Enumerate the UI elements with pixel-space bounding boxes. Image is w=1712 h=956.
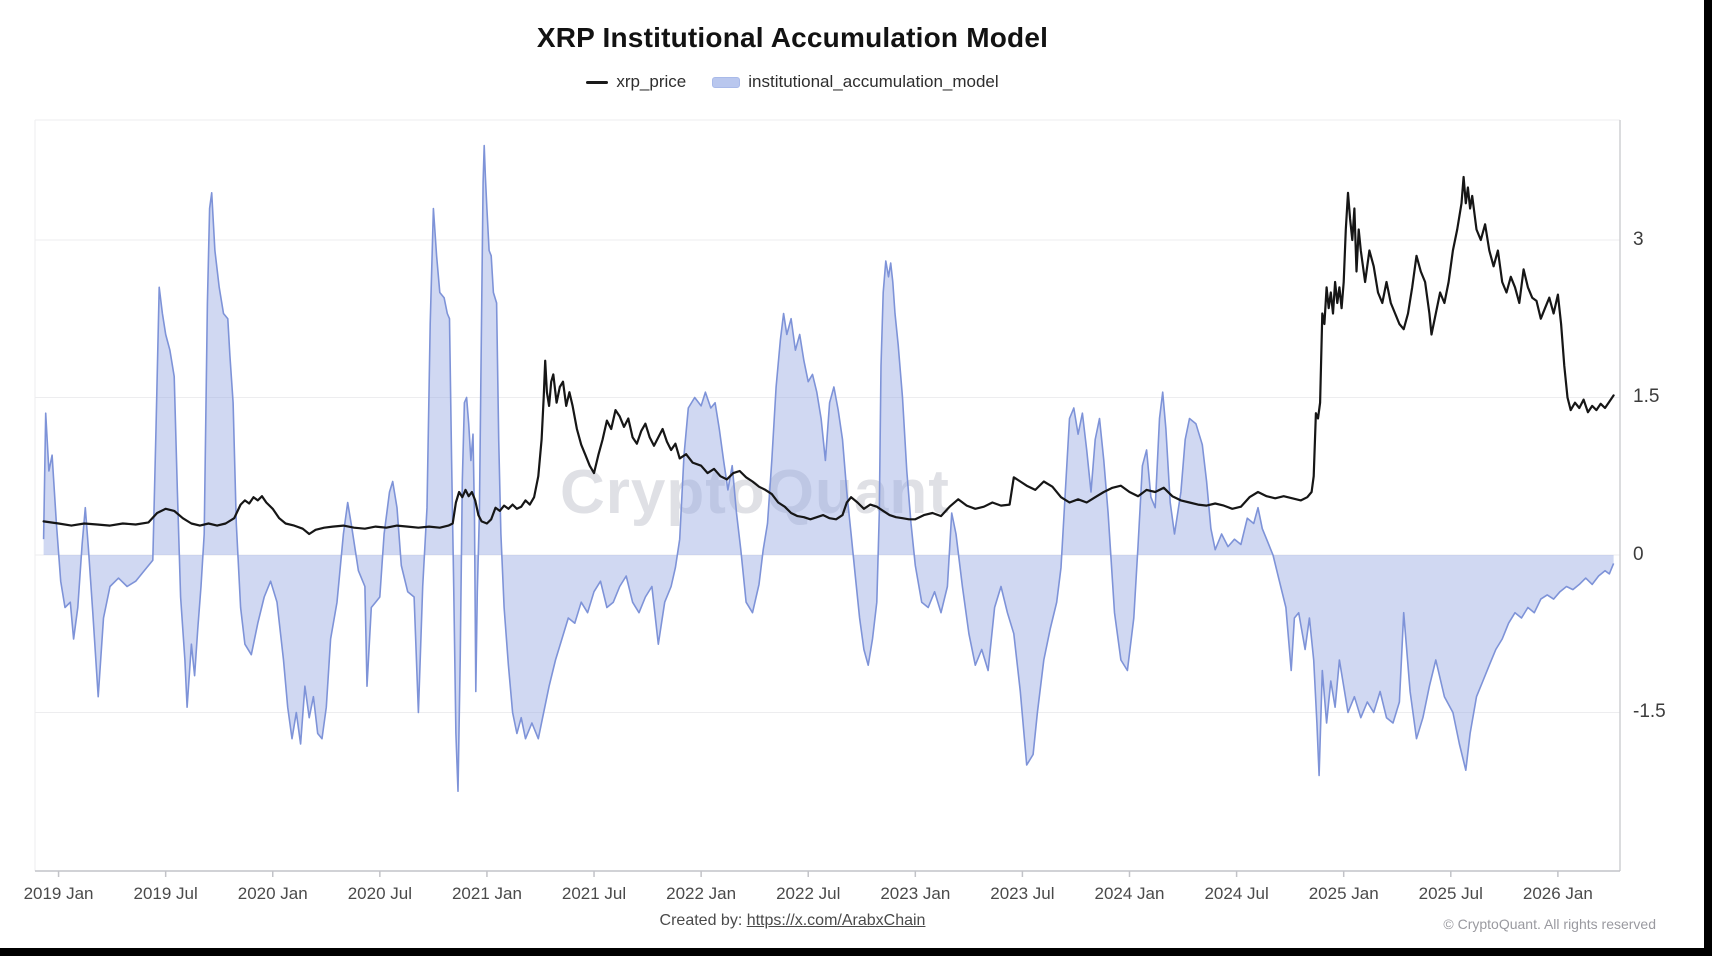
chart-legend: xrp_price institutional_accumulation_mod… [0,72,1585,92]
y-axis-label-0: 0 [1633,543,1644,565]
legend-item-xrp-price[interactable]: xrp_price [586,72,686,92]
footer-credit-prefix: Created by: [659,912,747,929]
chart-header: XRP Institutional Accumulation Model xrp… [0,22,1585,92]
x-axis-label-2025-Jan: 2025 Jan [1308,884,1379,903]
letterbox-right-bar [1704,0,1712,956]
legend-label-xrp-price: xrp_price [616,72,687,91]
x-axis-label-2021-Jul: 2021 Jul [561,884,627,903]
y-axis-label-1.5: 1.5 [1633,386,1660,408]
x-axis-label-2020-Jul: 2020 Jul [347,884,412,903]
x-axis-label-2024-Jul: 2024 Jul [1204,884,1269,903]
x-axis-label-2019-Jan: 2019 Jan [23,884,94,903]
x-axis-label-2022-Jan: 2022 Jan [666,884,737,903]
x-axis-label-2019-Jul: 2019 Jul [133,884,198,903]
y-axis-label-3: 3 [1633,229,1644,250]
institutional-accumulation-area [43,145,1614,792]
y-axis-label--1.5: -1.5 [1633,701,1666,723]
footer-credit: Created by: https://x.com/ArabxChain [0,912,1585,930]
x-axis-label-2025-Jul: 2025 Jul [1418,884,1483,903]
x-axis-label-2020-Jan: 2020 Jan [237,884,308,903]
x-axis-label-2024-Jan: 2024 Jan [1094,884,1165,903]
line-swatch-icon [586,80,609,84]
x-axis-label-2022-Jul: 2022 Jul [776,884,841,903]
x-axis-label-2021-Jan: 2021 Jan [451,884,522,903]
letterbox-bottom-bar [0,948,1712,956]
x-axis-label-2023-Jan: 2023 Jan [880,884,951,903]
xrp-price-line [42,175,1615,536]
creator-link[interactable]: https://x.com/ArabxChain [746,912,926,929]
area-swatch-icon [712,76,741,88]
cryptoquant-watermark: CryptoQuant [560,458,950,527]
legend-label-institutional-accumulation-model: institutional_accumulation_model [748,72,999,91]
chart-title: XRP Institutional Accumulation Model [536,22,1049,53]
x-axis-label-2026-Jan: 2026 Jan [1522,884,1593,903]
legend-item-institutional-accumulation-model[interactable]: institutional_accumulation_model [712,72,999,92]
institutional-accumulation-outline [42,144,1615,792]
x-axis-label-2023-Jul: 2023 Jul [990,884,1055,903]
copyright-notice: © CryptoQuant. All rights reserved [1443,916,1656,932]
